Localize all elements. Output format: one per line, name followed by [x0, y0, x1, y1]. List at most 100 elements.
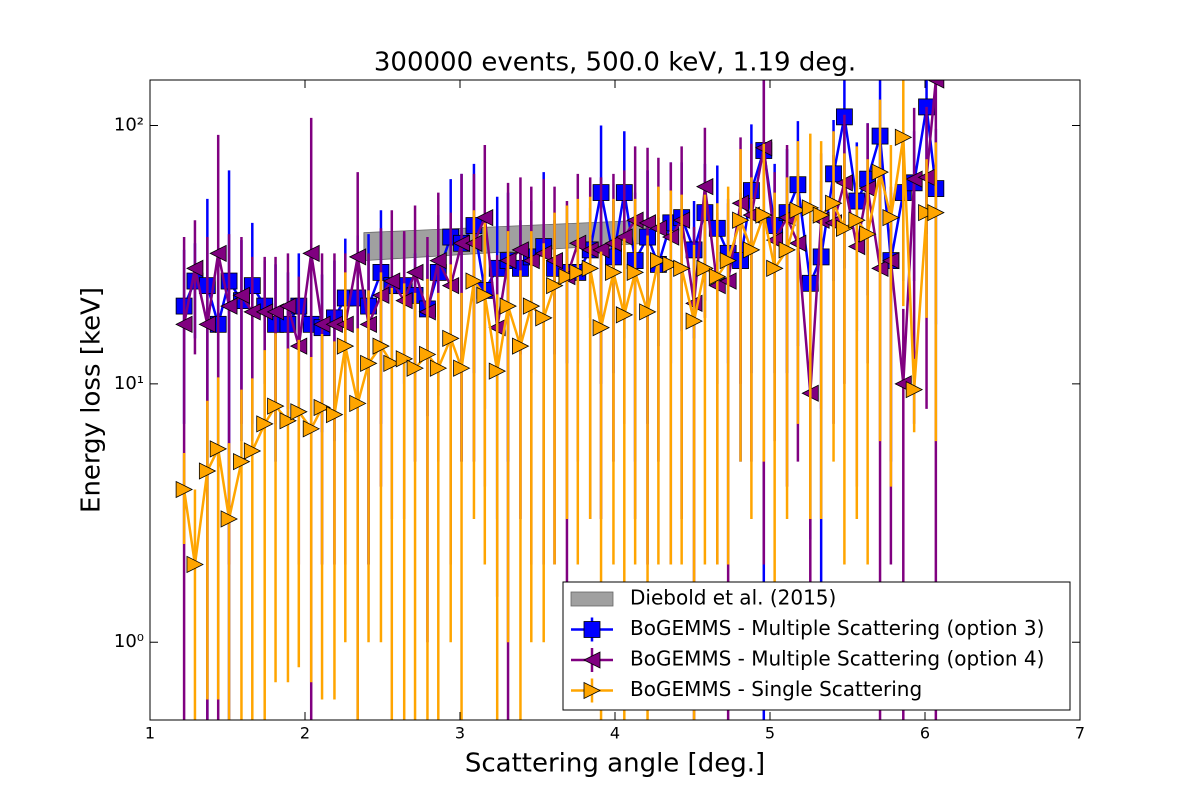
marker [209, 440, 228, 458]
marker [778, 241, 796, 259]
axes: 1 2 3 4 5 6 7 10⁰ 10¹ 10² [114, 79, 1085, 743]
marker [302, 244, 320, 262]
marker [395, 350, 414, 368]
marker [605, 263, 623, 282]
marker [848, 211, 866, 229]
marker [419, 345, 437, 364]
marker [243, 442, 262, 460]
marker [336, 337, 355, 355]
marker [372, 337, 390, 355]
marker [453, 359, 471, 377]
marker [476, 286, 494, 305]
marker [871, 163, 889, 181]
marker [638, 214, 656, 232]
marker [766, 259, 784, 277]
y-tick-label: 10² [114, 114, 144, 135]
chart-title: 300000 events, 500.0 keV, 1.19 deg. [374, 48, 856, 78]
marker [429, 251, 447, 270]
marker [186, 259, 204, 277]
marker [266, 303, 284, 321]
legend-swatch [570, 591, 614, 607]
marker [927, 203, 945, 222]
marker [198, 462, 217, 480]
marker [360, 354, 378, 373]
marker [569, 263, 587, 282]
marker [535, 309, 553, 327]
x-tick-label: 3 [455, 724, 465, 743]
marker [859, 225, 877, 243]
marker [499, 297, 517, 315]
x-tick-label: 4 [610, 724, 620, 743]
legend-label: BoGEMMS - Multiple Scattering (option 3) [630, 616, 1044, 640]
marker [755, 206, 773, 224]
marker [233, 452, 251, 471]
marker [175, 480, 193, 499]
y-tick-label: 10⁰ [114, 631, 144, 652]
marker [349, 394, 367, 413]
legend-label: BoGEMMS - Single Scattering [630, 677, 922, 701]
marker [290, 403, 308, 421]
marker [465, 272, 483, 290]
marker [186, 555, 204, 574]
marker [812, 206, 831, 224]
marker [488, 362, 507, 380]
y-tick-label: 10¹ [114, 373, 144, 394]
legend-box [562, 581, 1071, 711]
marker [382, 272, 401, 290]
marker [220, 510, 238, 528]
marker [429, 359, 448, 377]
marker [592, 319, 610, 337]
marker [882, 208, 900, 227]
marker [302, 420, 321, 438]
legend-label: Diebold et al. (2015) [630, 586, 836, 610]
marker [825, 194, 843, 212]
y-axis-label: Energy loss [keV] [77, 287, 107, 513]
marker [685, 312, 703, 330]
marker [719, 251, 738, 270]
series [175, 80, 945, 720]
marker [558, 267, 576, 286]
marker [673, 259, 691, 277]
marker [583, 681, 601, 700]
marker [662, 255, 680, 274]
marker [583, 621, 601, 638]
legend: Diebold et al. (2015) BoGEMMS - Multiple … [562, 581, 1071, 711]
marker [511, 241, 529, 259]
marker [220, 297, 238, 315]
marker [836, 219, 854, 237]
x-axis-label: Scattering angle [deg.] [465, 749, 765, 779]
series-line [182, 80, 938, 394]
marker [546, 276, 564, 295]
marker [348, 248, 367, 266]
marker [406, 359, 424, 377]
marker [581, 259, 600, 277]
marker [732, 211, 750, 229]
marker [789, 201, 807, 219]
x-tick-label: 5 [765, 724, 775, 743]
marker [512, 337, 530, 355]
marker [256, 415, 274, 433]
marker [279, 297, 297, 315]
marker [279, 412, 297, 430]
marker [639, 303, 657, 321]
marker [650, 251, 668, 270]
marker [615, 306, 634, 324]
marker [583, 651, 601, 669]
marker [801, 199, 820, 217]
marker [522, 297, 541, 315]
marker [918, 203, 936, 222]
marker [232, 286, 250, 305]
marker [175, 315, 193, 333]
marker [708, 267, 727, 286]
marker [626, 263, 645, 282]
x-tick-label: 7 [1075, 724, 1085, 743]
marker [198, 315, 216, 333]
marker [926, 80, 945, 89]
marker [442, 329, 460, 348]
marker [696, 177, 714, 196]
legend-label: BoGEMMS - Multiple Scattering (option 4) [630, 647, 1044, 671]
marker [475, 208, 494, 227]
marker [267, 397, 285, 415]
x-tick-label: 6 [920, 724, 930, 743]
